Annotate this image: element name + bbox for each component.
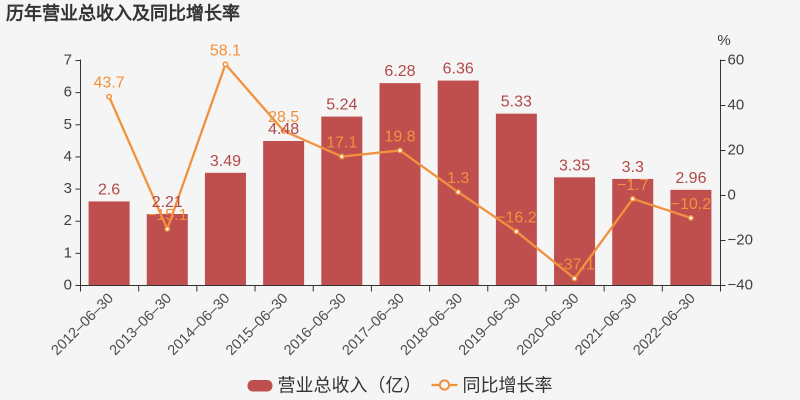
svg-text:3.3: 3.3 [622,159,644,176]
svg-text:%: % [717,32,730,49]
svg-text:6.28: 6.28 [384,63,415,80]
svg-text:43.7: 43.7 [94,75,125,92]
svg-text:−40: −40 [728,277,753,294]
svg-text:4: 4 [64,148,72,165]
svg-text:1: 1 [64,244,72,261]
svg-text:40: 40 [728,97,745,114]
svg-text:4.48: 4.48 [268,121,299,138]
svg-text:2: 2 [64,212,72,229]
svg-text:2.6: 2.6 [98,181,120,198]
svg-text:历年营业总收入及同比增长率: 历年营业总收入及同比增长率 [6,3,240,24]
svg-text:60: 60 [728,52,745,69]
svg-text:3.49: 3.49 [210,153,241,170]
svg-text:同比增长率: 同比增长率 [463,376,553,396]
svg-text:28.5: 28.5 [268,109,299,126]
svg-text:−37.1: −37.1 [554,257,595,274]
svg-text:−20: −20 [728,232,753,249]
svg-text:5.33: 5.33 [501,94,532,111]
svg-text:1.3: 1.3 [447,170,469,187]
svg-text:−16.2: −16.2 [496,210,537,227]
svg-text:17.1: 17.1 [326,135,357,152]
svg-text:2.96: 2.96 [675,170,706,187]
svg-text:6.36: 6.36 [443,61,474,78]
svg-text:19.8: 19.8 [384,129,415,146]
svg-text:5: 5 [64,116,72,133]
svg-text:58.1: 58.1 [210,42,241,59]
svg-text:3: 3 [64,180,72,197]
svg-text:−1.7: −1.7 [617,177,649,194]
svg-text:0: 0 [728,187,736,204]
svg-text:营业总收入（亿）: 营业总收入（亿） [278,376,422,396]
svg-text:7: 7 [64,52,72,69]
svg-text:20: 20 [728,142,745,159]
svg-text:3.35: 3.35 [559,157,590,174]
svg-text:6: 6 [64,84,72,101]
svg-text:0: 0 [64,277,72,294]
svg-text:−15.1: −15.1 [147,207,188,224]
svg-text:2.21: 2.21 [152,194,183,211]
svg-text:−10.2: −10.2 [671,196,712,213]
svg-text:5.24: 5.24 [326,97,357,114]
